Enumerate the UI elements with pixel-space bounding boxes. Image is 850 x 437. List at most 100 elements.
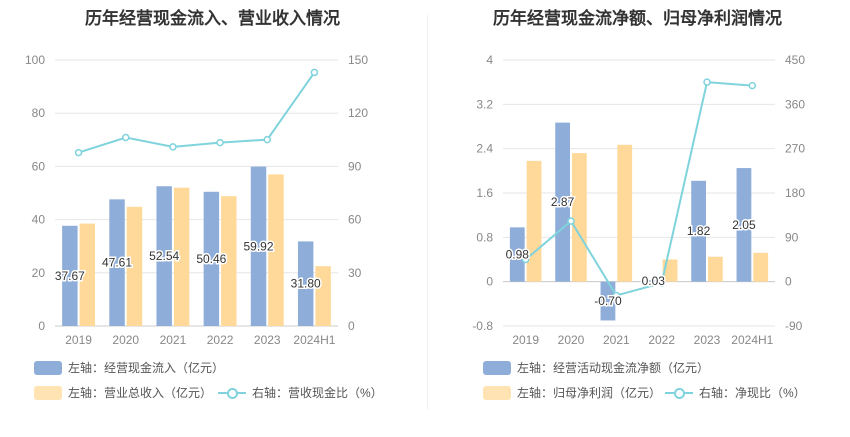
y-left-tick-label: 20 — [32, 266, 46, 280]
bar-second-series — [572, 153, 587, 282]
bar-left-series — [645, 280, 661, 282]
x-tick-label: 2022 — [648, 333, 675, 347]
legend-item-net-cash-flow[interactable]: 左轴：经营活动现金流净额（亿元） — [483, 359, 709, 376]
bar-left-series — [691, 180, 706, 282]
bar-data-label: 52.54 — [149, 249, 179, 263]
bar-second-series — [79, 223, 96, 326]
x-tick-label: 2024H1 — [731, 333, 773, 347]
right-chart-panel: 历年经营现金流净额、归母净利润情况 -0.8 0 0.8 1.6 2.4 3.2 4 -90 0… — [425, 0, 850, 437]
x-tick-label: 2019 — [512, 333, 539, 347]
y-right-tick-label: 90 — [785, 230, 799, 244]
y-left-tick-label: 0 — [486, 275, 493, 289]
legend-swatch-bar-blue — [483, 360, 511, 375]
y-left-tick-label: 2.4 — [476, 142, 493, 156]
ratio-line — [78, 71, 316, 154]
bar-left-series — [156, 186, 172, 326]
legend-item-net-profit[interactable]: 左轴：归母净利润（亿元） — [483, 384, 661, 401]
bar-data-label: 37.67 — [55, 269, 85, 283]
right-chart-plot: -0.8 0 0.8 1.6 2.4 3.2 4 -90 0 90 180 270 360 450 2019… — [472, 53, 805, 347]
bar-left-series — [203, 191, 220, 326]
y-right-tick-label: 30 — [348, 266, 362, 280]
legend-item-revenue[interactable]: 左轴：营业总收入（亿元） — [34, 384, 212, 401]
y-right-tick-label: 150 — [348, 53, 368, 67]
legend-label: 左轴：归母净利润（亿元） — [517, 386, 662, 400]
y-right-tick-label: 450 — [785, 53, 805, 67]
bar-data-label: 0.03 — [642, 274, 666, 288]
ratio-line-point — [169, 143, 177, 151]
legend-item-cash-inflow[interactable]: 左轴：经营现金流入（亿元） — [34, 359, 224, 376]
ratio-line-point — [703, 78, 711, 86]
y-left-tick-label: 1.6 — [476, 186, 493, 200]
y-left-tick-label: 100 — [25, 53, 45, 67]
y-left-tick-label: 3.2 — [476, 97, 493, 111]
bar-data-label: 2.87 — [551, 195, 575, 209]
bar-second-series — [526, 160, 542, 282]
legend-swatch-bar-yellow — [483, 385, 511, 400]
legend-label: 左轴：营业总收入（亿元） — [68, 386, 213, 400]
bar-data-label: -0.70 — [594, 294, 622, 308]
x-tick-label: 2021 — [160, 333, 187, 347]
legend-item-cash-ratio[interactable]: 右轴：营收现金比（%） — [218, 384, 383, 401]
bar-second-series — [268, 174, 284, 326]
legend-label: 左轴：经营活动现金流净额（亿元） — [517, 361, 710, 375]
bar-second-series — [126, 206, 143, 326]
bar-data-label: 1.82 — [687, 224, 711, 238]
x-tick-label: 2023 — [694, 333, 721, 347]
y-right-tick-label: -90 — [785, 319, 803, 333]
right-chart-title: 历年经营现金流净额、归母净利润情况 — [493, 9, 782, 28]
bar-second-series — [315, 266, 331, 326]
legend-swatch-line — [665, 386, 693, 400]
bar-data-label: 59.92 — [244, 239, 274, 253]
ratio-line-point — [521, 255, 530, 264]
y-right-tick-label: 120 — [348, 106, 368, 120]
bar-second-series — [708, 256, 723, 282]
bar-second-series — [753, 252, 769, 282]
ratio-line-point — [612, 291, 621, 300]
legend-item-net-cash-ratio[interactable]: 右轴：净现比（%） — [665, 384, 806, 401]
x-tick-label: 2019 — [65, 333, 92, 347]
y-left-tick-label: -0.8 — [472, 319, 493, 333]
ratio-line — [525, 81, 753, 297]
bar-second-series — [617, 144, 633, 282]
y-left-tick-label: 40 — [32, 213, 46, 227]
y-right-tick-label: 180 — [785, 186, 805, 200]
y-right-tick-label: 60 — [348, 213, 362, 227]
bar-second-series — [221, 196, 237, 326]
ratio-line-point — [567, 217, 575, 225]
ratio-line-point — [216, 138, 224, 147]
bar-left-series — [250, 166, 267, 326]
left-chart-plot: 0 20 40 60 80 100 0 30 60 90 120 150 2019 2020 2021 202… — [25, 53, 368, 347]
bar-left-series — [736, 168, 752, 282]
y-left-tick-label: 80 — [32, 106, 46, 120]
panel-divider — [427, 15, 428, 410]
y-left-tick-label: 4 — [486, 53, 493, 67]
x-tick-label: 2022 — [207, 333, 234, 347]
x-tick-label: 2023 — [254, 333, 281, 347]
y-right-tick-label: 0 — [348, 319, 355, 333]
x-tick-label: 2021 — [603, 333, 630, 347]
bar-second-series — [173, 187, 190, 326]
x-tick-label: 2020 — [558, 333, 585, 347]
legend-label: 右轴：营收现金比（%） — [252, 386, 383, 400]
bar-data-label: 50.46 — [196, 252, 226, 266]
ratio-line-point — [310, 68, 319, 77]
y-left-tick-label: 0.8 — [476, 230, 493, 244]
y-left-tick-label: 60 — [32, 159, 46, 173]
left-chart-title: 历年经营现金流入、营业收入情况 — [85, 9, 340, 28]
bar-left-series — [509, 227, 525, 282]
legend-label: 右轴：净现比（%） — [699, 386, 806, 400]
bar-data-label: 0.98 — [506, 248, 530, 262]
x-tick-label: 2024H1 — [293, 333, 335, 347]
bar-left-series — [62, 225, 78, 326]
legend-swatch-line — [218, 386, 246, 400]
bar-left-series — [600, 281, 616, 321]
y-right-tick-label: 270 — [785, 142, 805, 156]
ratio-line-point — [122, 133, 130, 142]
legend-label: 左轴：经营现金流入（亿元） — [68, 361, 225, 375]
y-right-tick-label: 0 — [785, 275, 792, 289]
bar-left-series — [555, 122, 570, 282]
bar-data-label: 2.05 — [732, 218, 756, 232]
bar-data-label: 31.80 — [291, 277, 321, 291]
y-left-tick-label: 0 — [38, 319, 45, 333]
ratio-line-point — [748, 81, 757, 90]
